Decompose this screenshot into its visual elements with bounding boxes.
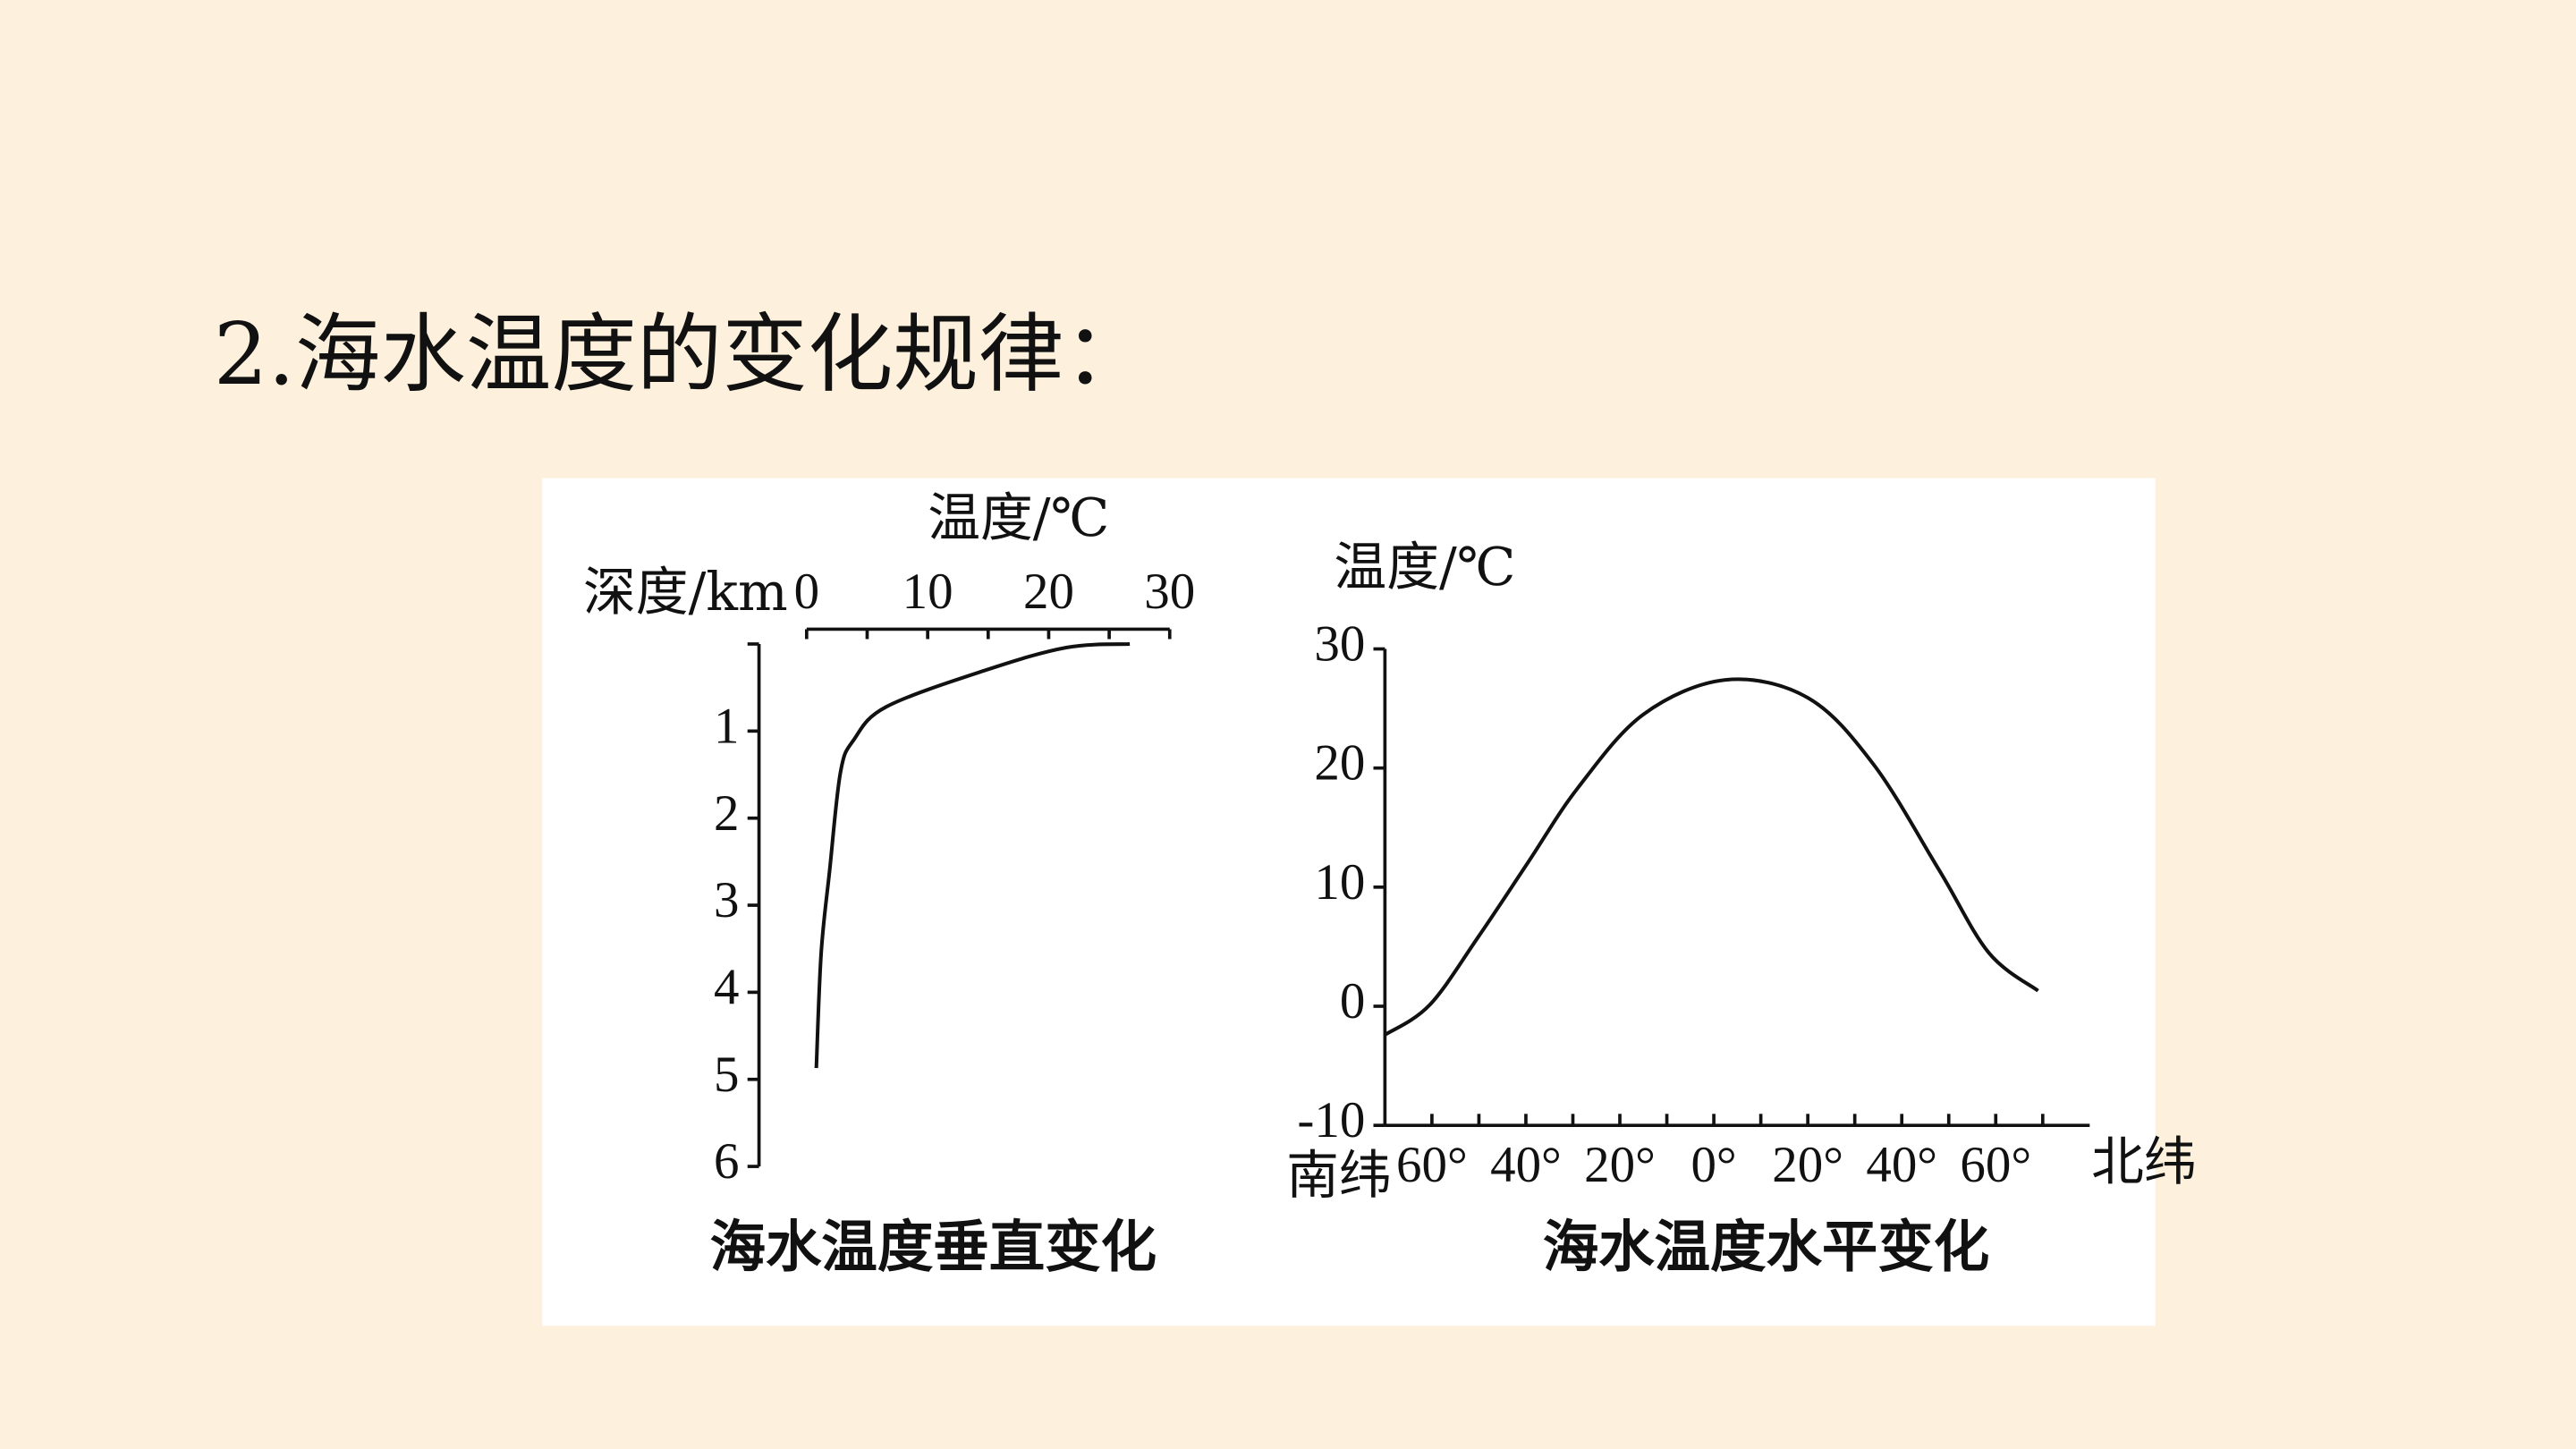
- y-tick-label: 3: [714, 872, 739, 928]
- y-tick-label: 20: [1314, 735, 1365, 792]
- y-tick-label: 30: [1314, 616, 1365, 673]
- x-tick-label: 0: [794, 564, 819, 620]
- y-axis-label: 温度/℃: [1334, 536, 1515, 597]
- x-tick-label: 40°: [1490, 1137, 1562, 1193]
- y-tick-label: 10: [1314, 854, 1365, 911]
- y-tick-label: 2: [714, 785, 739, 842]
- x-tick-label: 60°: [1960, 1137, 2031, 1193]
- x-tick-label: 20: [1023, 564, 1074, 620]
- y-tick-label: 1: [714, 698, 739, 754]
- y-tick-label: 0: [1340, 973, 1365, 1030]
- x-axis-label: 温度/℃: [928, 487, 1109, 548]
- x-tick-label: 0°: [1690, 1137, 1736, 1193]
- chart-title: 海水温度水平变化: [1543, 1214, 1990, 1280]
- chart-title: 海水温度垂直变化: [710, 1214, 1157, 1280]
- x-tick-label: 30: [1144, 564, 1195, 620]
- y-tick-label: -10: [1297, 1092, 1365, 1148]
- x-tick-label: 20°: [1772, 1137, 1843, 1193]
- y-tick-label: 6: [714, 1133, 739, 1190]
- y-axis-label: 深度/km: [583, 561, 788, 623]
- figure-panel: [542, 478, 2156, 1326]
- heading: 2.海水温度的变化规律：: [214, 304, 1149, 404]
- data-line: [1384, 677, 2039, 1037]
- x-axis-label-left: 南纬: [1286, 1144, 1392, 1206]
- x-tick-label: 20°: [1584, 1137, 1656, 1193]
- data-line: [814, 641, 1131, 1069]
- y-tick-label: 4: [714, 959, 739, 1015]
- x-axis-label-right: 北纬: [2091, 1131, 2197, 1192]
- x-tick-label: 10: [902, 564, 953, 620]
- x-tick-label: 40°: [1866, 1137, 1937, 1193]
- x-tick-label: 60°: [1396, 1137, 1468, 1193]
- y-tick-label: 5: [714, 1046, 739, 1103]
